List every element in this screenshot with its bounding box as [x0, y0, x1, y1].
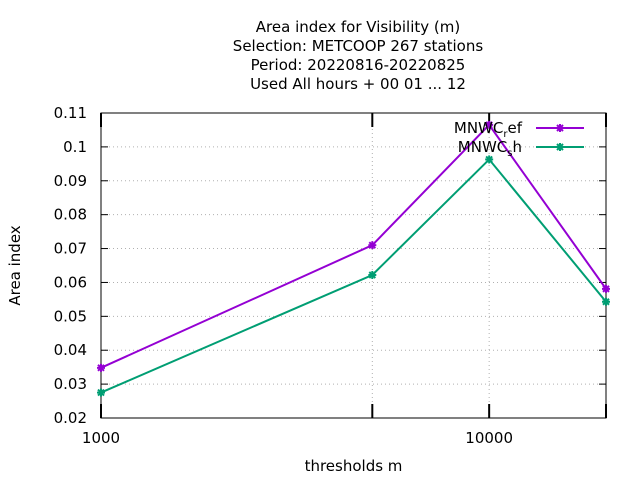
- y-tick-label: 0.1: [63, 138, 87, 156]
- y-tick-label: 0.03: [54, 375, 87, 393]
- data-point: [556, 143, 564, 151]
- chart-title-line: Area index for Visibility (m): [256, 18, 460, 36]
- y-tick-label: 0.09: [54, 172, 87, 190]
- legend-label-sub: r: [503, 129, 508, 140]
- data-point: [556, 124, 564, 132]
- x-tick-label: 1000: [82, 429, 120, 447]
- chart-title-line: Period: 20220816-20220825: [251, 56, 466, 74]
- series-line: [100, 123, 607, 369]
- data-point: [485, 120, 494, 129]
- y-tick-label: 0.07: [54, 240, 87, 258]
- chart-title: Area index for Visibility (m)Selection: …: [233, 18, 484, 93]
- chart-title-line: Used All hours + 00 01 ... 12: [250, 75, 466, 93]
- legend-label-rest: ef: [507, 119, 522, 137]
- legend-label-main: MNWC: [454, 119, 503, 137]
- data-point: [602, 297, 610, 306]
- y-tick-label: 0.02: [54, 409, 87, 427]
- legend-label-main: MNWC: [458, 138, 507, 156]
- plot-frame: [100, 112, 607, 419]
- legend-label: MNWCref: [454, 119, 523, 140]
- y-tick-label: 0.05: [54, 307, 87, 325]
- y-tick-label: 0.11: [54, 104, 87, 122]
- y-axis-label: Area index: [6, 225, 24, 305]
- x-tick-label: 10000: [465, 429, 513, 447]
- y-tick-label: 0.04: [54, 341, 87, 359]
- y-tick-label: 0.08: [54, 206, 87, 224]
- data-point: [368, 241, 377, 250]
- data-point: [485, 155, 494, 164]
- legend-label-sub: s: [507, 148, 512, 159]
- series-group: [97, 120, 610, 397]
- chart-title-line: Selection: METCOOP 267 stations: [233, 37, 484, 55]
- legend-label-rest: h: [512, 138, 522, 156]
- y-tick-label: 0.06: [54, 273, 87, 291]
- data-point: [368, 270, 377, 279]
- axis-ticks: 0.02 0.03 0.04 0.05 0.06 0.07 0.08 0.09 0.1 0.11 1…: [54, 104, 607, 447]
- series-line: [100, 157, 607, 394]
- grid-lines: [101, 113, 606, 418]
- legend-label: MNWCsh: [458, 138, 522, 159]
- data-point: [97, 388, 105, 397]
- x-axis-label: thresholds m: [305, 457, 403, 475]
- data-point: [602, 284, 610, 293]
- data-point: [97, 363, 105, 372]
